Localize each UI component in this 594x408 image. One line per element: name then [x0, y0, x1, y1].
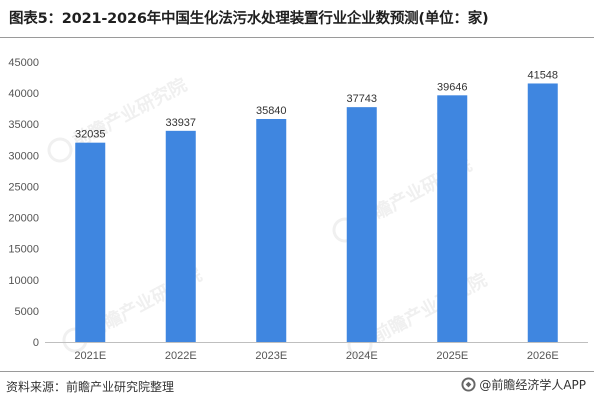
data-label: 37743 [346, 93, 377, 105]
title-divider [0, 37, 594, 38]
x-tick-label: 2023E [255, 350, 287, 362]
y-tick-label: 20000 [8, 213, 39, 225]
brand-text: @前瞻经济学人APP [479, 378, 586, 392]
svg-text:前瞻产业研究院: 前瞻产业研究院 [369, 269, 491, 348]
brand-credit: @前瞻经济学人APP [461, 376, 586, 393]
y-tick-label: 15000 [8, 244, 39, 256]
bar [256, 118, 287, 343]
data-labels: 32035 33937 35840 37743 39646 41548 [75, 69, 558, 140]
bar [437, 95, 468, 342]
qianzhan-logo-icon [461, 377, 476, 392]
x-tick-label: 2025E [436, 350, 468, 362]
footer-divider [0, 371, 594, 372]
x-tick-label: 2024E [346, 350, 378, 362]
bar [75, 142, 106, 342]
x-tick-label: 2021E [74, 350, 106, 362]
data-label: 39646 [437, 81, 468, 93]
data-label: 41548 [527, 69, 558, 81]
y-tick-label: 40000 [8, 88, 39, 100]
x-tick-label: 2022E [165, 350, 197, 362]
y-tick-label: 10000 [8, 275, 39, 287]
bar-chart: 前瞻产业研究院 前瞻产业研究院 前瞻产业研究院 前瞻产业研究院 05000100… [8, 57, 588, 362]
x-tick-label: 2026E [527, 350, 559, 362]
source-note: 资料来源：前瞻产业研究院整理 [6, 380, 175, 394]
y-axis: 0 5000 10000 15000 20000 25000 30000 35000 40000… [8, 57, 39, 349]
data-label: 33937 [165, 117, 196, 129]
data-label: 35840 [256, 105, 287, 117]
chart-title: 图表5：2021-2026年中国生化法污水处理装置行业企业数预测(单位：家) [9, 11, 489, 27]
data-label: 32035 [75, 129, 106, 141]
y-tick-label: 0 [33, 337, 39, 349]
bar [165, 130, 196, 342]
y-tick-label: 25000 [8, 181, 39, 193]
x-axis: 2021E 2022E 2023E 2024E 2025E 2026E [45, 342, 588, 362]
bar-series [75, 83, 558, 343]
y-tick-label: 30000 [8, 150, 39, 162]
y-tick-label: 45000 [8, 57, 39, 69]
y-tick-label: 5000 [15, 306, 39, 318]
y-tick-label: 35000 [8, 119, 39, 131]
bar [527, 83, 558, 342]
bar [346, 107, 377, 342]
